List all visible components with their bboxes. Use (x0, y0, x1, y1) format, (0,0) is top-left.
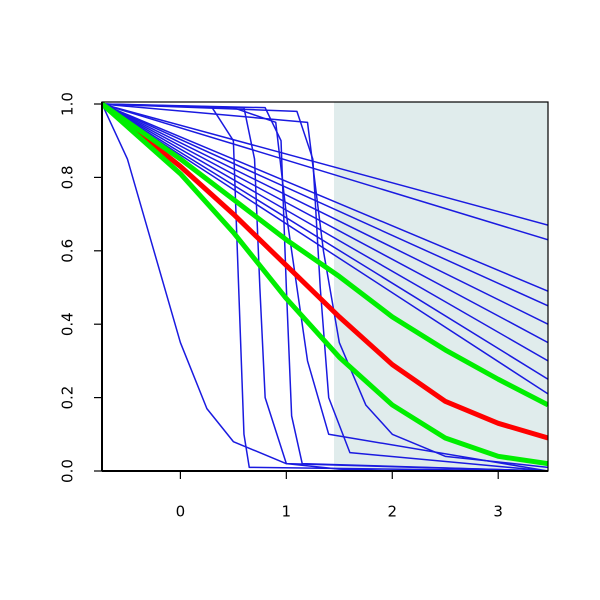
series-line (102, 102, 548, 408)
y-tick-label: 0.0 (59, 459, 77, 483)
y-tick-label: 1.0 (59, 92, 77, 116)
series-line (102, 103, 548, 307)
y-tick-label: 0.8 (59, 165, 77, 189)
series-line (102, 103, 548, 471)
plot-lines (102, 102, 548, 471)
series-line (102, 103, 393, 471)
x-tick-label: 2 (387, 503, 397, 521)
y-tick-label: 0.4 (59, 312, 77, 336)
x-tick-label: 1 (282, 503, 292, 521)
series-line (102, 103, 548, 395)
series-line (102, 103, 548, 241)
series-line (102, 102, 548, 441)
x-tick-label: 0 (176, 503, 186, 521)
series-line (102, 103, 548, 325)
series-line (102, 103, 548, 380)
shaded-region (334, 102, 548, 471)
x-tick-label: 3 (493, 503, 503, 521)
series-line (102, 103, 548, 471)
series-line (102, 103, 548, 292)
series-line (102, 103, 548, 344)
series-line (102, 103, 548, 362)
series-line (102, 103, 548, 226)
y-tick-label: 0.6 (59, 239, 77, 263)
y-tick-label: 0.2 (59, 386, 77, 410)
series-line (102, 102, 548, 467)
